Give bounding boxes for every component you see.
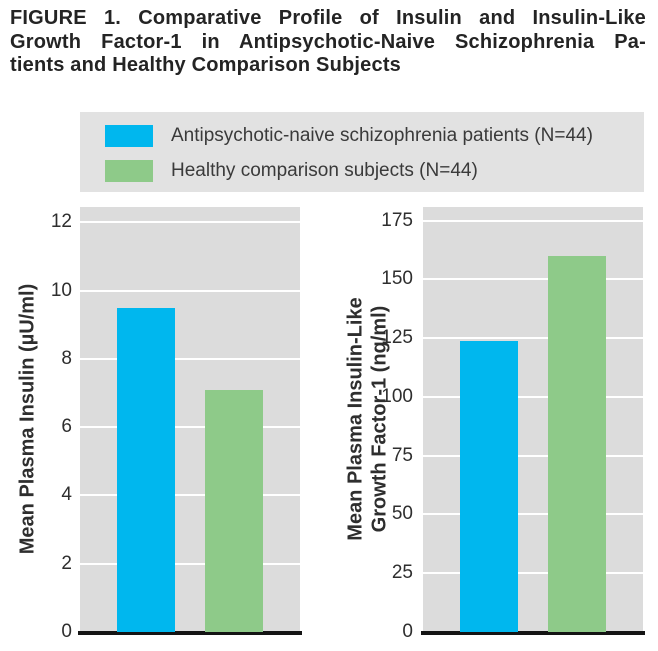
igf1-plot-area bbox=[421, 207, 645, 635]
gridline-y-12 bbox=[80, 221, 300, 224]
figure-title-line-3: tients and Healthy Comparison Subjects bbox=[10, 54, 402, 76]
y-tick-label-150: 150 bbox=[381, 268, 413, 290]
bar-patients bbox=[117, 307, 175, 632]
y-tick-label-8: 8 bbox=[61, 347, 72, 369]
bar-controls bbox=[548, 255, 606, 632]
y-tick-label-25: 25 bbox=[391, 562, 413, 584]
insulin-y-axis-ticks: 0 2 4 6 8 10 12 bbox=[28, 207, 72, 642]
legend: Antipsychotic-naive schizophrenia patien… bbox=[80, 112, 644, 192]
gridline-y-75 bbox=[423, 454, 643, 457]
y-tick-label-0: 0 bbox=[61, 621, 72, 642]
y-tick-label-75: 75 bbox=[391, 444, 413, 466]
gridline-y-25 bbox=[423, 572, 643, 575]
figure-title-line-1: FIGURE 1. Comparative Profile of Insulin… bbox=[10, 7, 646, 29]
legend-swatch-controls-icon bbox=[105, 160, 153, 182]
y-tick-label-4: 4 bbox=[61, 484, 72, 506]
gridline-y-4 bbox=[80, 494, 300, 497]
igf1-y-axis-ticks: 0 25 50 75 100 125 150 175 bbox=[356, 207, 413, 642]
gridline-y-150 bbox=[423, 278, 643, 281]
legend-swatch-patients-icon bbox=[105, 125, 153, 147]
gridline-y-6 bbox=[80, 426, 300, 429]
y-tick-label-10: 10 bbox=[50, 279, 72, 301]
gridline-y-8 bbox=[80, 357, 300, 360]
igf1-x-axis-line bbox=[421, 631, 645, 635]
legend-item-patients: Antipsychotic-naive schizophrenia patien… bbox=[105, 125, 644, 147]
insulin-plot-area bbox=[78, 207, 302, 635]
y-tick-label-12: 12 bbox=[50, 211, 72, 233]
figure-title-line-2: Growth Factor-1 in Antipsychotic-Naive S… bbox=[10, 30, 646, 53]
y-tick-label-2: 2 bbox=[61, 552, 72, 574]
y-tick-label-100: 100 bbox=[381, 385, 413, 407]
gridline-y-175 bbox=[423, 219, 643, 222]
y-tick-label-50: 50 bbox=[391, 503, 413, 525]
gridline-y-50 bbox=[423, 513, 643, 516]
y-tick-label-125: 125 bbox=[381, 327, 413, 349]
bar-patients bbox=[460, 340, 518, 632]
legend-label-controls: Healthy comparison subjects (N=44) bbox=[171, 160, 478, 181]
insulin-x-axis-line bbox=[78, 631, 302, 635]
y-tick-label-0: 0 bbox=[402, 621, 413, 642]
legend-label-patients: Antipsychotic-naive schizophrenia patien… bbox=[171, 125, 593, 146]
gridline-y-125 bbox=[423, 337, 643, 340]
figure-title: FIGURE 1. Comparative Profile of Insulin… bbox=[10, 7, 646, 78]
bar-controls bbox=[205, 389, 263, 632]
gridline-y-2 bbox=[80, 562, 300, 565]
legend-item-controls: Healthy comparison subjects (N=44) bbox=[105, 160, 644, 182]
gridline-y-10 bbox=[80, 289, 300, 292]
y-tick-label-175: 175 bbox=[381, 209, 413, 231]
y-tick-label-6: 6 bbox=[61, 416, 72, 438]
gridline-y-100 bbox=[423, 395, 643, 398]
